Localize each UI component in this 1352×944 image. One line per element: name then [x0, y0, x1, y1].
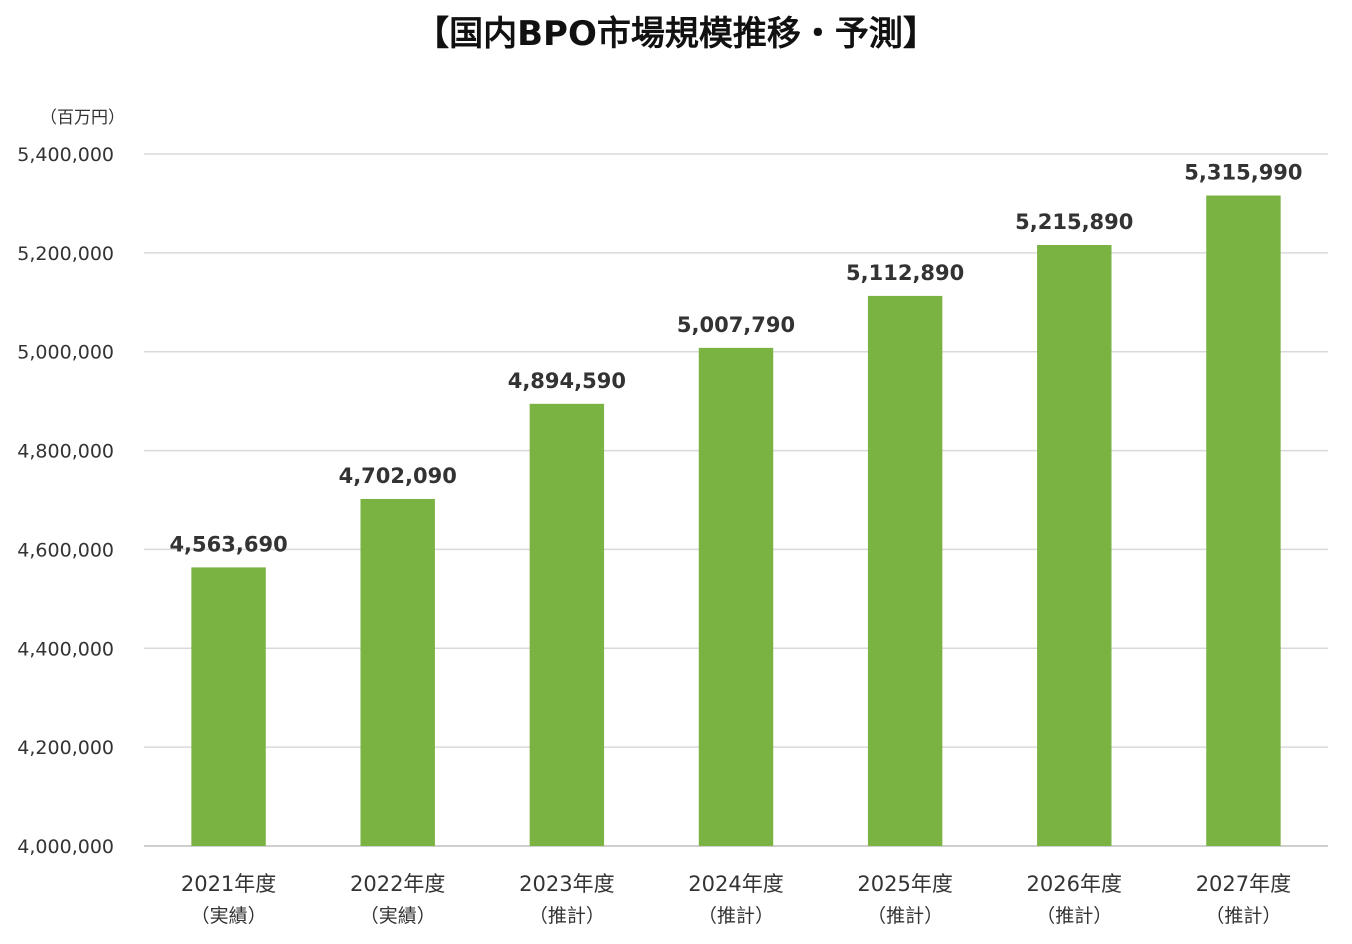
x-tick-label: 2025年度 — [857, 872, 952, 896]
y-tick-label: 5,400,000 — [17, 144, 114, 166]
x-tick-sublabel: （推計） — [1205, 905, 1281, 927]
x-tick-label: 2021年度 — [181, 872, 276, 896]
x-tick-sublabel: （実績） — [191, 905, 267, 927]
x-tick-sublabel: （推計） — [867, 905, 943, 927]
x-tick-sublabel: （推計） — [698, 905, 774, 927]
y-tick-label: 5,200,000 — [17, 243, 114, 265]
x-tick-label: 2024年度 — [688, 872, 783, 896]
y-tick-label: 4,200,000 — [17, 737, 114, 759]
bar — [1206, 195, 1281, 846]
y-tick-label: 4,800,000 — [17, 441, 114, 463]
bar — [191, 567, 266, 846]
x-tick-sublabel: （推計） — [1036, 905, 1112, 927]
y-tick-label: 5,000,000 — [17, 342, 114, 364]
data-label: 4,563,690 — [169, 532, 287, 556]
data-label: 5,007,790 — [677, 313, 795, 337]
data-label: 4,894,590 — [508, 369, 626, 393]
y-tick-label: 4,400,000 — [17, 638, 114, 660]
bars — [191, 195, 1281, 847]
x-tick-sublabel: （実績） — [360, 905, 436, 927]
bar — [698, 347, 774, 846]
x-tick-label: 2026年度 — [1027, 872, 1122, 896]
x-axis-ticks: 2021年度 （実績） 2022年度 （実績） 2023年度 （推計） 2024年度 （推計）… — [181, 872, 1291, 927]
data-label: 4,702,090 — [339, 464, 457, 488]
y-tick-label: 4,600,000 — [17, 539, 114, 561]
x-tick-label: 2022年度 — [350, 872, 445, 896]
bar — [867, 295, 943, 846]
bar — [360, 498, 435, 846]
data-label: 5,315,990 — [1184, 161, 1302, 185]
y-tick-label: 4,000,000 — [17, 836, 114, 858]
data-label: 5,112,890 — [846, 261, 964, 285]
y-axis-unit-label: （百万円） — [40, 108, 125, 128]
x-tick-sublabel: （推計） — [529, 905, 605, 927]
x-tick-label: 2027年度 — [1196, 872, 1291, 896]
y-axis-ticks: 4,000,000 4,200,000 4,400,000 4,600,000 4,80… — [17, 144, 114, 858]
data-labels: 4,563,690 4,702,090 4,894,590 5,007,790 5,11… — [169, 161, 1302, 557]
data-label: 5,215,890 — [1015, 210, 1133, 234]
x-tick-label: 2023年度 — [519, 872, 614, 896]
bar — [1037, 245, 1112, 847]
bar — [529, 403, 605, 846]
chart-title: 【国内BPO市場規模推移・予測】 — [415, 14, 937, 54]
